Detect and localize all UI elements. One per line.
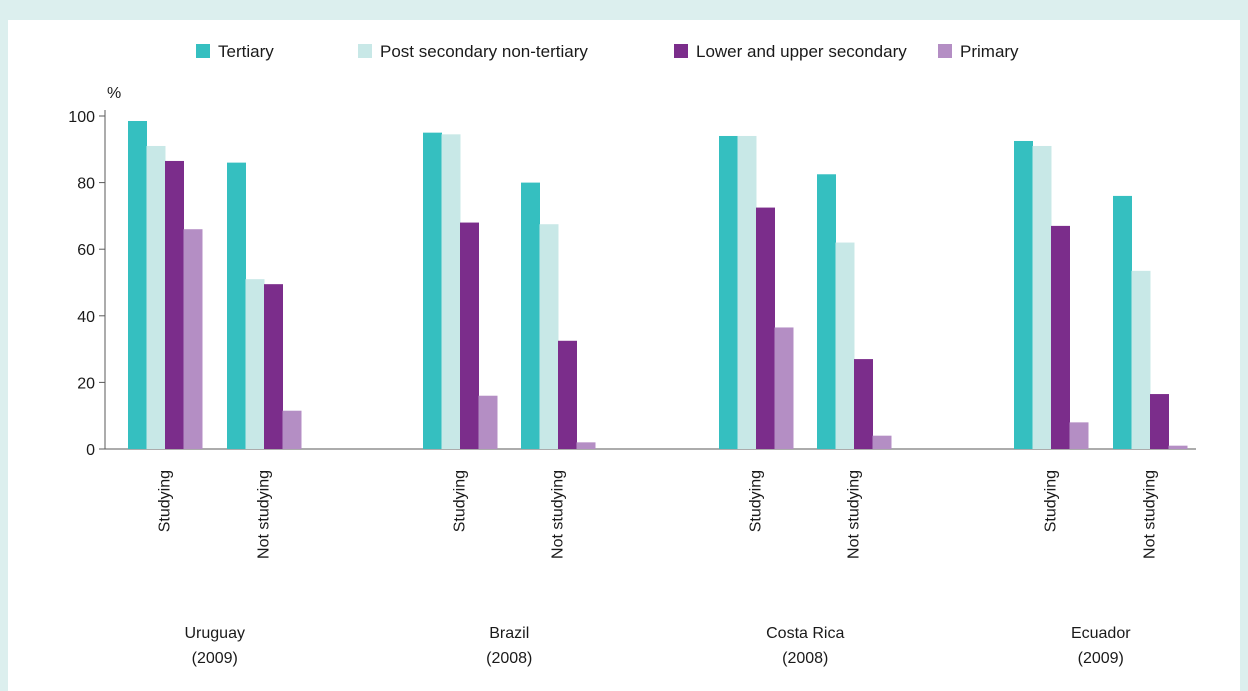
legend-label-0: Tertiary <box>218 42 274 61</box>
bar-s3-c3 <box>576 442 596 449</box>
bar-s1-c0 <box>146 145 166 449</box>
bar-s2-c5 <box>854 359 873 449</box>
legend-label-2: Lower and upper secondary <box>696 42 907 61</box>
bar-s0-c5 <box>817 174 836 449</box>
y-tick-label-20: 20 <box>77 375 95 392</box>
bar-s0-c1 <box>227 162 246 449</box>
bar-s1-c3 <box>539 224 559 449</box>
y-tick-label-0: 0 <box>86 442 95 459</box>
bar-s3-c5 <box>872 435 892 449</box>
category-label-7: Not studying <box>1141 470 1158 559</box>
category-label-0: Studying <box>156 470 173 532</box>
bar-s2-c2 <box>460 222 479 449</box>
bar-s0-c3 <box>521 182 540 449</box>
bar-s3-c6 <box>1069 422 1089 449</box>
y-tick-label-80: 80 <box>77 176 95 193</box>
bar-s3-c1 <box>282 410 302 449</box>
category-label-5: Not studying <box>845 470 862 559</box>
legend-swatch-2 <box>674 44 688 58</box>
y-tick-label-40: 40 <box>77 309 95 326</box>
bar-s3-c7 <box>1168 445 1188 449</box>
bar-s3-c2 <box>478 395 498 449</box>
bar-s1-c6 <box>1032 145 1052 449</box>
bar-s0-c6 <box>1014 140 1033 449</box>
bar-s0-c7 <box>1113 195 1132 449</box>
y-axis-unit-label: % <box>107 85 121 102</box>
legend-swatch-0 <box>196 44 210 58</box>
category-label-4: Studying <box>747 470 764 532</box>
bar-chart: 0 20 40 60 80 100% Tertiary Post secondary non-… <box>68 42 1196 667</box>
bar-s0-c4 <box>719 135 738 449</box>
category-label-3: Not studying <box>549 470 566 559</box>
legend-swatch-3 <box>938 44 952 58</box>
bar-s0-c0 <box>128 120 147 450</box>
category-label-2: Studying <box>451 470 468 532</box>
bar-s2-c1 <box>264 284 283 449</box>
bar-s2-c0 <box>165 160 184 449</box>
group-label-2-line1: Costa Rica <box>766 625 844 642</box>
chart-panel: 0 20 40 60 80 100% Tertiary Post secondary non-… <box>8 20 1240 691</box>
bar-s1-c4 <box>737 135 757 449</box>
category-label-1: Not studying <box>255 470 272 559</box>
legend-label-3: Primary <box>960 42 1019 61</box>
bar-s1-c5 <box>835 242 855 449</box>
bar-s1-c7 <box>1131 270 1151 449</box>
group-label-0-line2: (2009) <box>192 650 238 667</box>
legend-label-1: Post secondary non-tertiary <box>380 42 588 61</box>
group-label-3-line2: (2009) <box>1078 650 1124 667</box>
legend-swatch-1 <box>358 44 372 58</box>
bar-s2-c4 <box>756 207 775 449</box>
bar-s3-c4 <box>774 327 794 449</box>
bar-s1-c2 <box>441 134 461 449</box>
y-tick-label-60: 60 <box>77 242 95 259</box>
y-tick-label-100: 100 <box>68 109 95 126</box>
bar-s0-c2 <box>423 132 442 449</box>
bar-s2-c3 <box>558 340 577 449</box>
bar-s1-c1 <box>245 279 265 449</box>
bar-s2-c7 <box>1150 394 1169 449</box>
category-label-6: Studying <box>1042 470 1059 532</box>
group-label-3-line1: Ecuador <box>1071 625 1131 642</box>
group-label-2-line2: (2008) <box>782 650 828 667</box>
group-label-0-line1: Uruguay <box>185 625 245 642</box>
group-label-1-line2: (2008) <box>486 650 532 667</box>
bar-s2-c6 <box>1051 225 1070 449</box>
bar-s3-c0 <box>183 229 203 449</box>
group-label-1-line1: Brazil <box>489 625 529 642</box>
